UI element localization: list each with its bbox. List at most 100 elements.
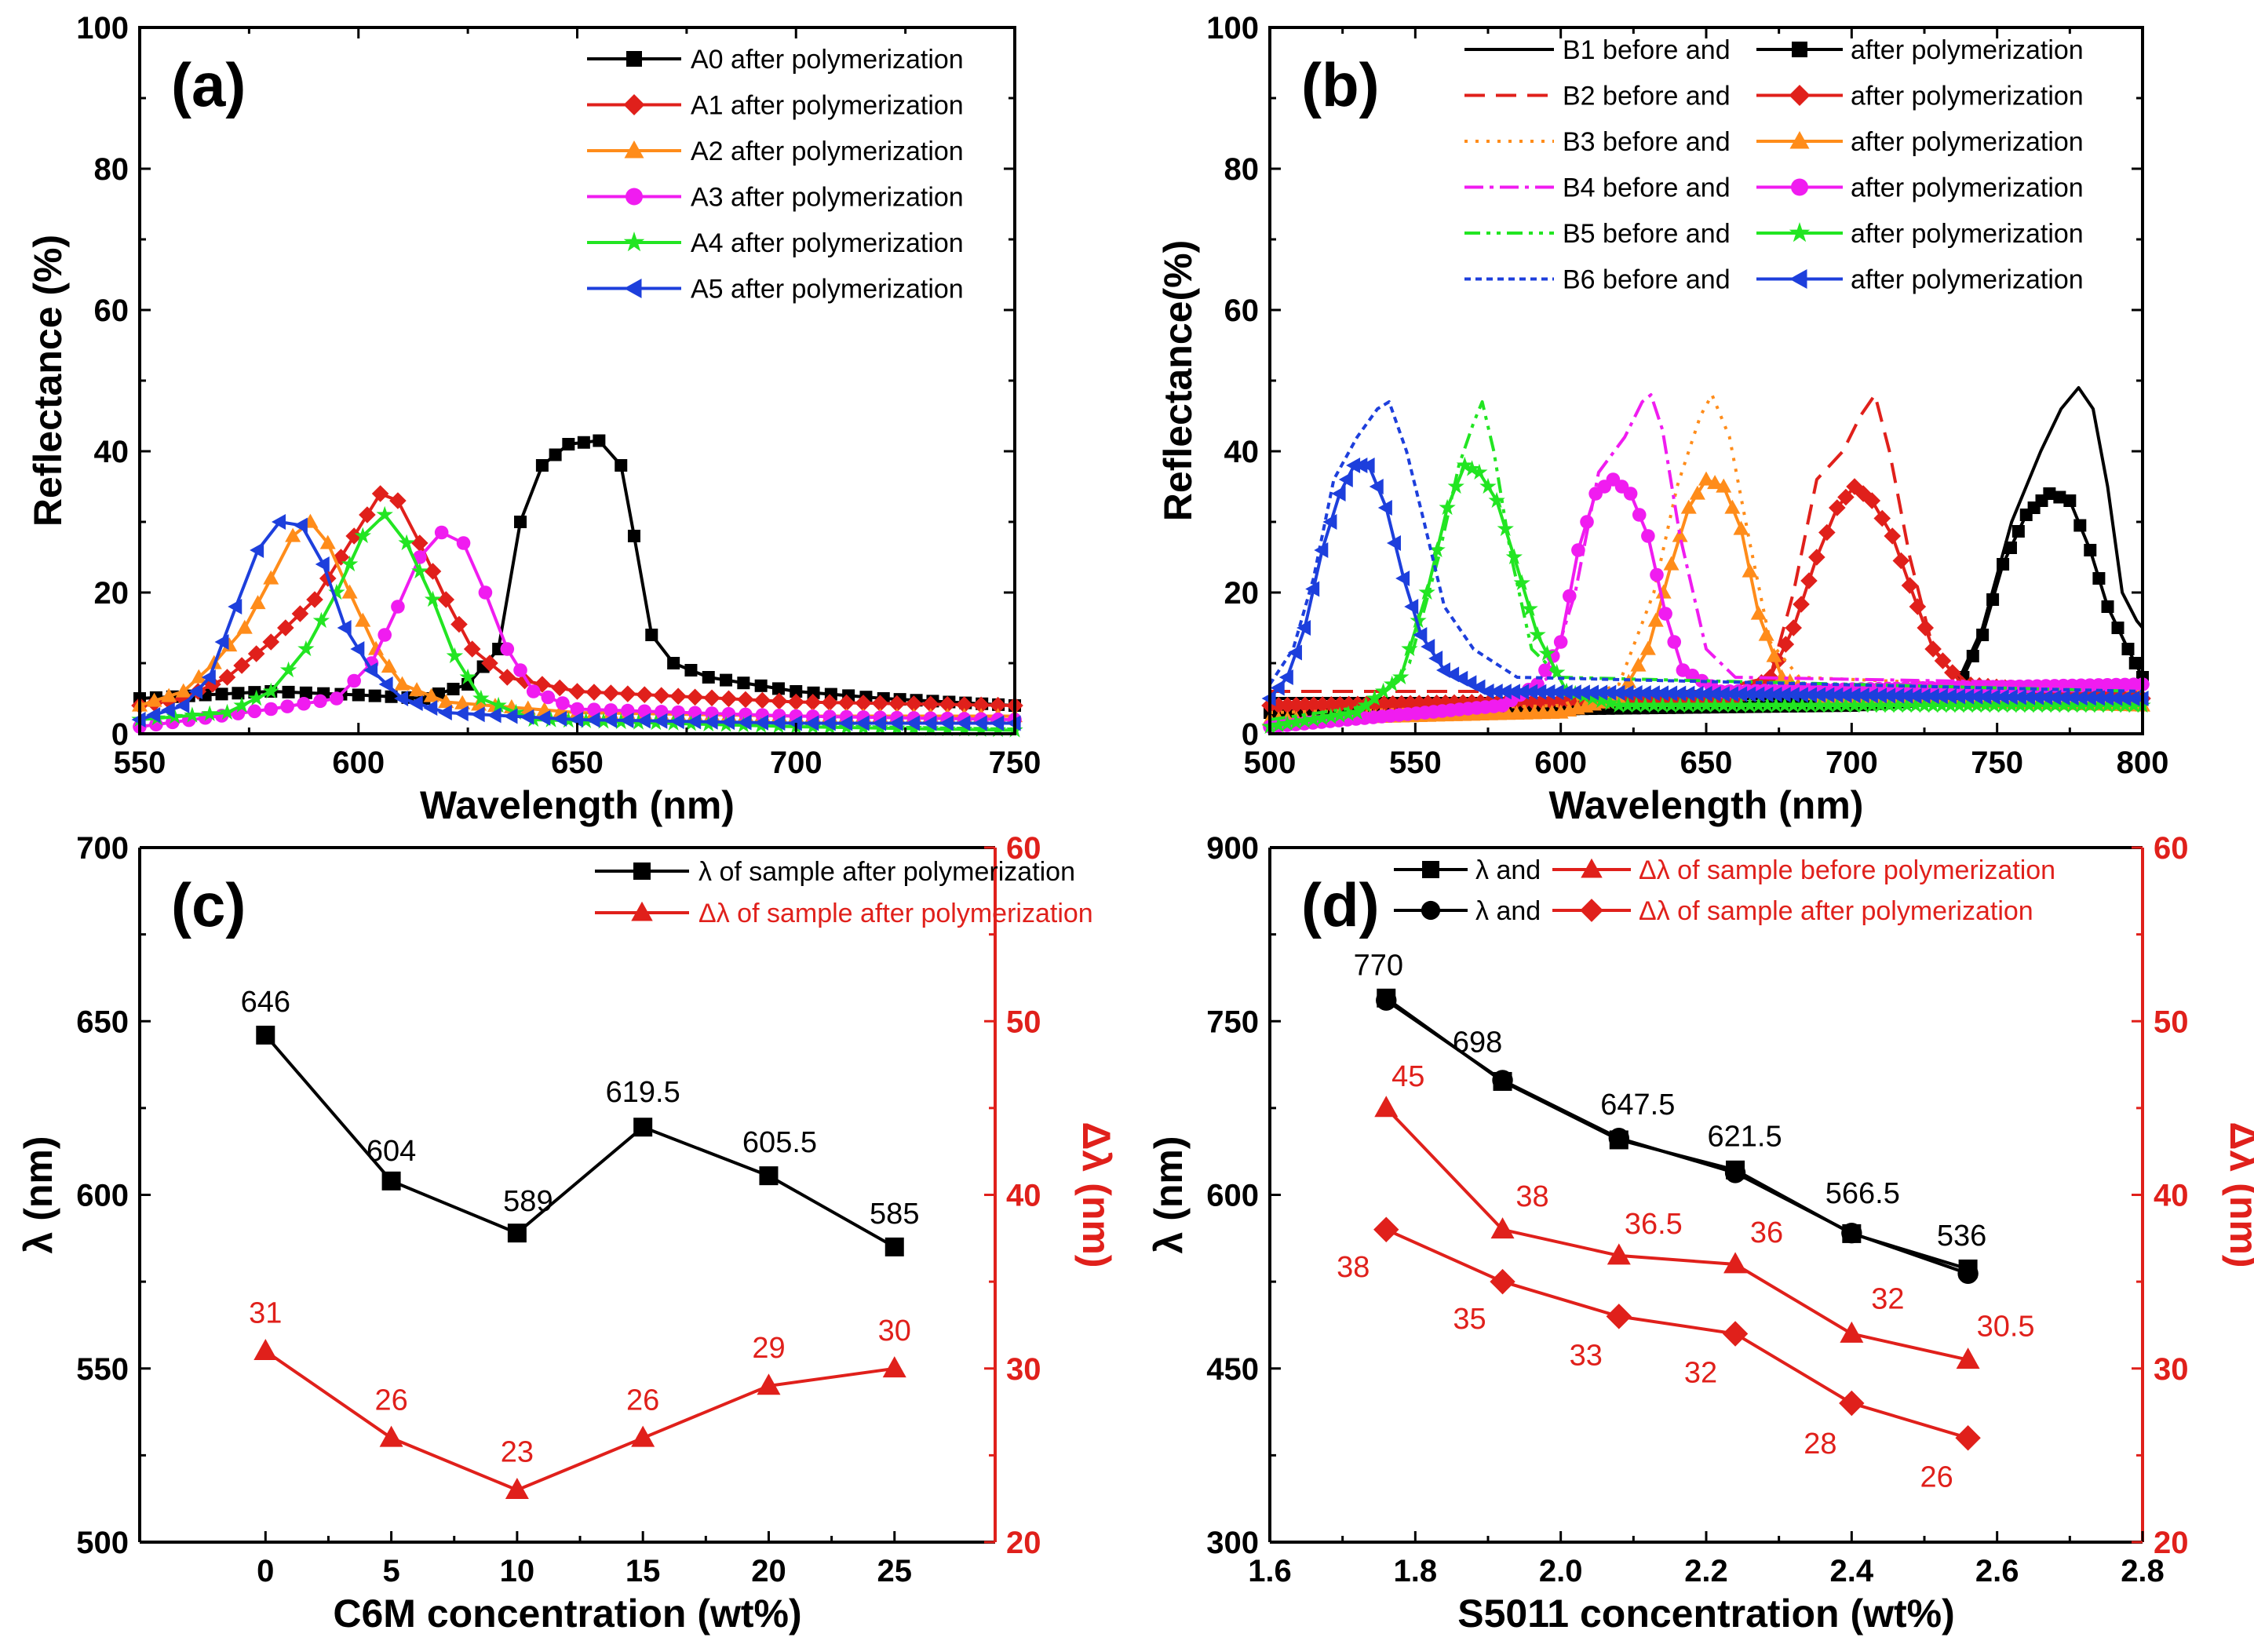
data-point (1488, 684, 1503, 700)
data-point (282, 685, 295, 698)
data-point (1360, 458, 1375, 473)
data-point (2108, 696, 2125, 713)
data-point (1863, 492, 1881, 509)
data-point (1841, 1222, 1862, 1244)
legend-label: λ of sample after polymerization (698, 857, 1075, 887)
legend-marker-2 (1581, 858, 1603, 878)
data-point (1942, 688, 1957, 705)
data-point (1490, 1268, 1515, 1295)
data-point (215, 687, 228, 701)
data-label: 26 (626, 1384, 659, 1417)
series-line (264, 1349, 895, 1492)
x-tick-label: 550 (114, 746, 166, 780)
data-point (1706, 696, 1723, 713)
data-point (1855, 687, 1869, 704)
data-label: 605.5 (742, 1126, 817, 1159)
legend: A0 after polymerization A1 after polymeri… (587, 45, 964, 305)
data-point (922, 715, 937, 731)
data-point (1724, 1162, 1746, 1183)
data-point (1551, 692, 1569, 710)
data-point (922, 720, 939, 736)
data-label: 31 (249, 1297, 282, 1330)
data-label: 36 (1750, 1216, 1783, 1249)
data-point (293, 517, 308, 534)
data-point (456, 536, 471, 550)
y-tick-label: 60 (94, 294, 129, 328)
legend: λ of sample after polymerization Δλ of sa… (595, 857, 1093, 928)
data-point (247, 704, 262, 719)
data-point (653, 713, 668, 729)
data-point (1647, 691, 1665, 709)
x-tick-label: 1.6 (1248, 1554, 1292, 1588)
data-point (888, 715, 903, 731)
legend-marker (633, 862, 651, 880)
data-point (1357, 696, 1374, 713)
data-point (1287, 644, 1302, 661)
data-point (1353, 458, 1368, 473)
data-point (160, 702, 175, 718)
data-point (1994, 689, 2009, 706)
data-point (1793, 687, 1808, 703)
data-point (2011, 525, 2025, 538)
data-point (332, 549, 350, 566)
x-tick-label: 700 (770, 746, 822, 780)
x-tick-label: 800 (2117, 746, 2169, 780)
data-point (1855, 696, 1872, 713)
y-tick-label: 20 (1224, 576, 1260, 611)
data-point (1733, 686, 1748, 702)
legend-label: A2 after polymerization (691, 137, 964, 166)
data-point (1278, 715, 1296, 731)
data-point (1553, 635, 1568, 649)
data-point (1278, 696, 1297, 714)
legend-item: B6 before and after polymerization (1464, 265, 2084, 295)
data-label: 621.5 (1708, 1120, 1782, 1153)
data-point (855, 695, 872, 712)
data-point (569, 712, 584, 728)
data-point (1722, 1321, 1749, 1347)
data-point (541, 690, 556, 705)
data-point (1331, 706, 1348, 723)
data-point (434, 525, 449, 540)
data-point (989, 721, 1007, 738)
data-point (1447, 477, 1464, 494)
data-point (956, 715, 971, 731)
data-point (280, 699, 294, 713)
data-point (1305, 581, 1320, 597)
data-point (1706, 686, 1721, 702)
data-point (1672, 527, 1688, 542)
data-point (354, 527, 371, 544)
data-point (556, 696, 570, 710)
data-point (703, 713, 718, 730)
data-point (1541, 684, 1556, 700)
data-point (2011, 696, 2029, 713)
data-point (191, 669, 207, 684)
series-line (1268, 400, 2143, 693)
data-label: 647.5 (1600, 1089, 1675, 1121)
data-point (1374, 682, 1392, 699)
data-point (184, 706, 201, 723)
data-point (1492, 1070, 1513, 1091)
x-tick-label: 2.0 (1539, 1554, 1583, 1588)
series-line (1385, 999, 1969, 1275)
data-point (463, 640, 481, 658)
data-point (2029, 696, 2047, 713)
data-point (1777, 636, 1795, 653)
data-point (297, 696, 311, 711)
data-point (633, 1118, 653, 1137)
series--of-sample-after-polymerization: 31 26 23 26 29 30 (249, 1297, 911, 1500)
data-point (1880, 696, 1898, 713)
x-axis-title: C6M concentration (wt%) (333, 1592, 801, 1636)
data-point (1803, 687, 1818, 703)
data-label: 36.5 (1625, 1208, 1683, 1241)
data-point (1741, 696, 1759, 713)
data-label: 26 (374, 1384, 407, 1417)
data-point (1909, 598, 1927, 615)
data-point (341, 584, 358, 599)
data-point (1375, 695, 1393, 713)
data-point (787, 693, 805, 711)
data-point (1296, 712, 1314, 728)
y-tick-label: 60 (1224, 294, 1260, 328)
data-point (1785, 619, 1802, 636)
data-point (1994, 696, 2011, 713)
data-label: 28 (1804, 1428, 1836, 1461)
